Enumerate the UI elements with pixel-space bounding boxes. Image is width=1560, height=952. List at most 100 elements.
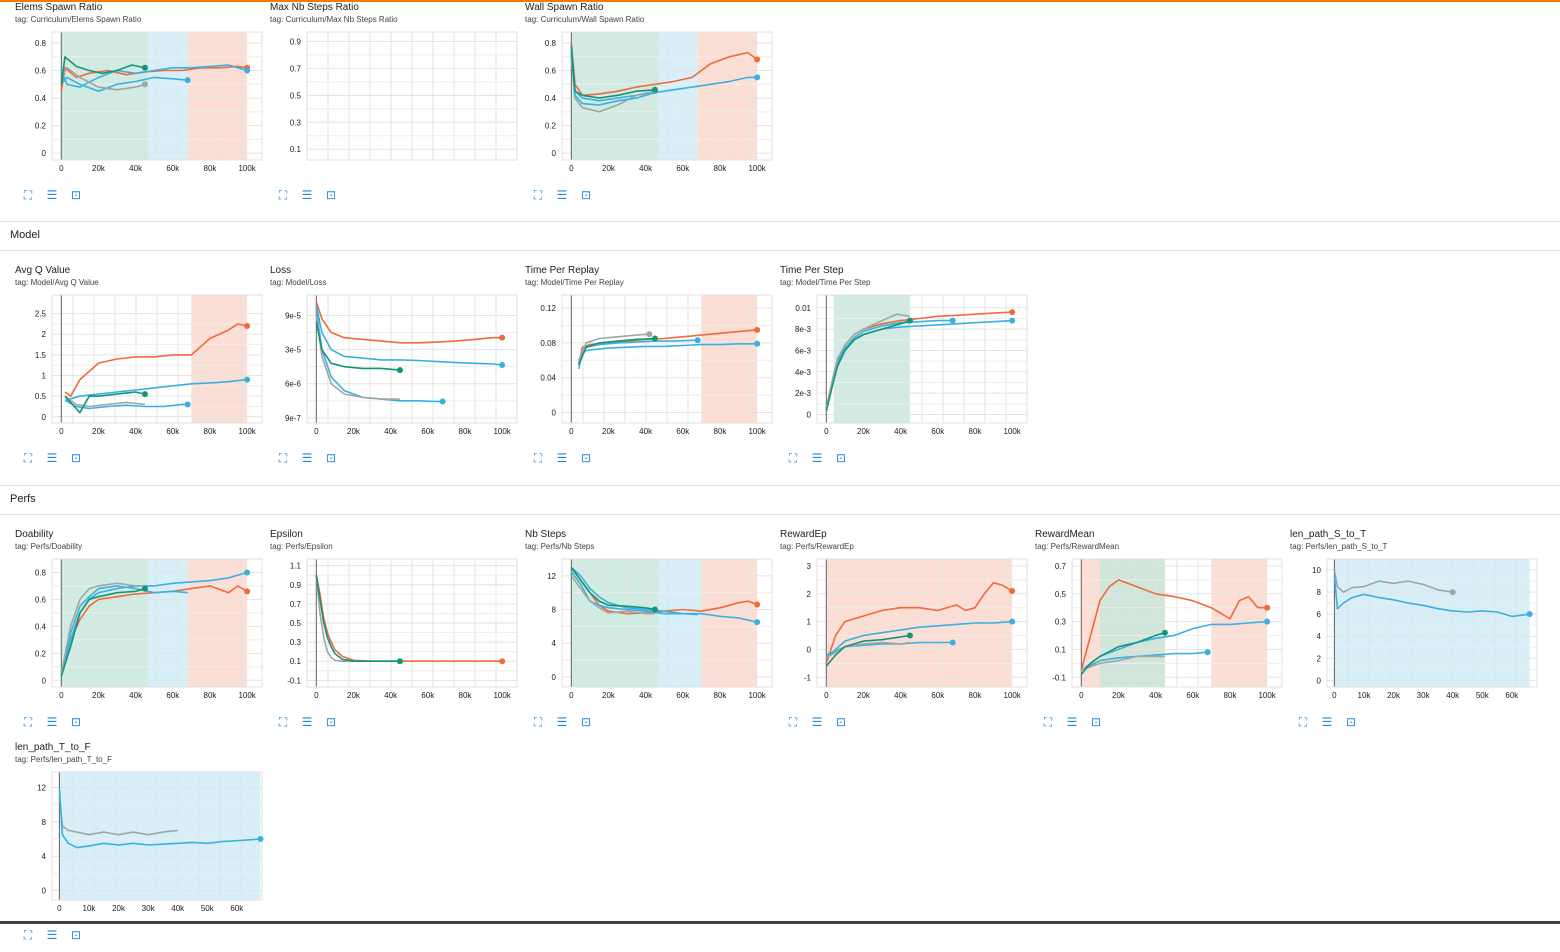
x-tick-label: 80k (459, 691, 473, 700)
list-icon[interactable]: ☰ (1321, 715, 1333, 729)
x-tick-label: 40k (171, 904, 185, 913)
chart-plot[interactable]: 0 0.04 0.08 0.12 0 20k 40k 60k 80k 100k (510, 289, 775, 449)
variance-band (187, 32, 248, 160)
series-line-gray (58, 796, 178, 836)
series-end-point (1161, 629, 1168, 636)
chart-plot[interactable]: 0 4 8 12 0 10k 20k 30k 40k 50k 60k (0, 766, 265, 926)
y-tick-label: 0.4 (35, 622, 47, 631)
fullscreen-icon[interactable]: ⛶ (788, 715, 798, 729)
x-tick-label: 100k (1258, 691, 1276, 700)
list-icon[interactable]: ☰ (46, 715, 58, 729)
fit-domain-icon[interactable]: ⊡ (580, 188, 592, 202)
chart-plot[interactable]: 0 2e-3 4e-3 6e-3 8e-3 0.01 0 20k 40k 60k 80k 100k (765, 289, 1030, 449)
series-line-green (315, 575, 400, 662)
x-tick-label: 20k (1387, 691, 1401, 700)
fit-domain-icon[interactable]: ⊡ (70, 928, 82, 942)
list-icon[interactable]: ☰ (46, 928, 58, 942)
fit-domain-icon[interactable]: ⊡ (325, 715, 337, 729)
fit-domain-icon[interactable]: ⊡ (580, 715, 592, 729)
x-tick-label: 20k (112, 904, 126, 913)
x-tick-label: 0 (1079, 691, 1084, 700)
fullscreen-icon[interactable]: ⛶ (1298, 715, 1308, 729)
x-tick-label: 100k (238, 427, 256, 436)
chart-plot[interactable]: -1 0 1 2 3 0 20k 40k 60k 80k 100k (765, 553, 1030, 713)
fit-domain-icon[interactable]: ⊡ (325, 451, 337, 465)
chart-plot[interactable]: 0.1 0.3 0.5 0.7 0.9 (255, 26, 520, 186)
section-label-perfs: Perfs (10, 493, 36, 505)
list-icon[interactable]: ☰ (301, 451, 313, 465)
chart-card-max-nb-steps-ratio: Max Nb Steps Ratio tag: Curriculum/Max Nb… (255, 2, 518, 212)
y-tick-label: 0.7 (290, 600, 302, 609)
fit-domain-icon[interactable]: ⊡ (835, 451, 847, 465)
chart-tag: tag: Curriculum/Max Nb Steps Ratio (270, 15, 398, 24)
list-icon[interactable]: ☰ (301, 715, 313, 729)
chart-plot[interactable]: 0 0.2 0.4 0.6 0.8 0 20k 40k 60k 80k 100k (510, 26, 775, 186)
list-icon[interactable]: ☰ (46, 451, 58, 465)
fit-domain-icon[interactable]: ⊡ (835, 715, 847, 729)
section-perfs[interactable]: Perfs (0, 485, 1560, 515)
fullscreen-icon[interactable]: ⛶ (278, 451, 288, 465)
y-tick-label: 0 (552, 409, 557, 418)
x-tick-label: 40k (1149, 691, 1163, 700)
list-icon[interactable]: ☰ (556, 451, 568, 465)
chart-plot[interactable]: -0.1 0.1 0.3 0.5 0.7 0 20k 40k 60k 80k 100k (1020, 553, 1285, 713)
fullscreen-icon[interactable]: ⛶ (278, 715, 288, 729)
series-line-gray (315, 315, 400, 400)
list-icon[interactable]: ☰ (556, 188, 568, 202)
y-tick-label: 4 (42, 852, 47, 861)
section-model[interactable]: Model (0, 221, 1560, 251)
fullscreen-icon[interactable]: ⛶ (533, 715, 543, 729)
series-end-point (754, 56, 761, 63)
fullscreen-icon[interactable]: ⛶ (23, 188, 33, 202)
chart-plot[interactable]: 0 0.2 0.4 0.6 0.8 0 20k 40k 60k 80k 100k (0, 26, 265, 186)
series-end-point (949, 317, 956, 324)
fullscreen-icon[interactable]: ⛶ (23, 928, 33, 942)
series-line-cyan (58, 787, 261, 849)
fit-domain-icon[interactable]: ⊡ (580, 451, 592, 465)
series-end-point (184, 77, 191, 84)
list-icon[interactable]: ☰ (1066, 715, 1078, 729)
series-end-point (754, 601, 761, 608)
fit-domain-icon[interactable]: ⊡ (1090, 715, 1102, 729)
y-tick-label: -0.1 (1052, 673, 1066, 682)
fit-domain-icon[interactable]: ⊡ (325, 188, 337, 202)
fullscreen-icon[interactable]: ⛶ (533, 451, 543, 465)
x-tick-label: 60k (676, 164, 690, 173)
chart-plot[interactable]: 0 2 4 6 8 10 0 10k 20k 30k 40k 50k 60k (1275, 553, 1540, 713)
list-icon[interactable]: ☰ (811, 451, 823, 465)
fullscreen-icon[interactable]: ⛶ (278, 188, 288, 202)
y-tick-label: 0.2 (545, 122, 557, 131)
series-line-cyan (1333, 575, 1530, 618)
y-tick-label: 0.2 (35, 122, 47, 131)
fullscreen-icon[interactable]: ⛶ (23, 451, 33, 465)
fullscreen-icon[interactable]: ⛶ (788, 451, 798, 465)
list-icon[interactable]: ☰ (556, 715, 568, 729)
x-tick-label: 80k (969, 427, 983, 436)
chart-plot[interactable]: 9e-7 6e-6 3e-5 9e-5 0 20k 40k 60k 80k 100k (255, 289, 520, 449)
list-icon[interactable]: ☰ (301, 188, 313, 202)
series-end-point (1264, 618, 1271, 625)
fit-domain-icon[interactable]: ⊡ (70, 188, 82, 202)
chart-plot[interactable]: 0 0.5 1 1.5 2 2.5 0 20k 40k 60k 80k 100k (0, 289, 265, 449)
fit-domain-icon[interactable]: ⊡ (1345, 715, 1357, 729)
y-tick-label: 4e-3 (795, 368, 812, 377)
fit-domain-icon[interactable]: ⊡ (70, 451, 82, 465)
y-tick-label: 3 (807, 562, 812, 571)
chart-tag: tag: Model/Time Per Step (780, 278, 871, 287)
fit-domain-icon[interactable]: ⊡ (70, 715, 82, 729)
list-icon[interactable]: ☰ (46, 188, 58, 202)
fullscreen-icon[interactable]: ⛶ (23, 715, 33, 729)
chart-plot[interactable]: 0 4 8 12 0 20k 40k 60k 80k 100k (510, 553, 775, 713)
series-line-cyan (570, 53, 656, 106)
fullscreen-icon[interactable]: ⛶ (1043, 715, 1053, 729)
chart-plot[interactable]: 0 0.2 0.4 0.6 0.8 0 20k 40k 60k 80k 100k (0, 553, 265, 713)
series-end-point (906, 317, 913, 324)
plot-frame (561, 31, 773, 161)
y-tick-label: 6e-3 (795, 346, 812, 355)
x-tick-label: 10k (83, 904, 97, 913)
chart-plot[interactable]: -0.1 0.1 0.3 0.5 0.7 0.9 1.1 0 20k 40k 60k 80k 100k (255, 553, 520, 713)
list-icon[interactable]: ☰ (811, 715, 823, 729)
y-tick-label: 0 (42, 149, 47, 158)
variance-band (148, 559, 188, 687)
fullscreen-icon[interactable]: ⛶ (533, 188, 543, 202)
